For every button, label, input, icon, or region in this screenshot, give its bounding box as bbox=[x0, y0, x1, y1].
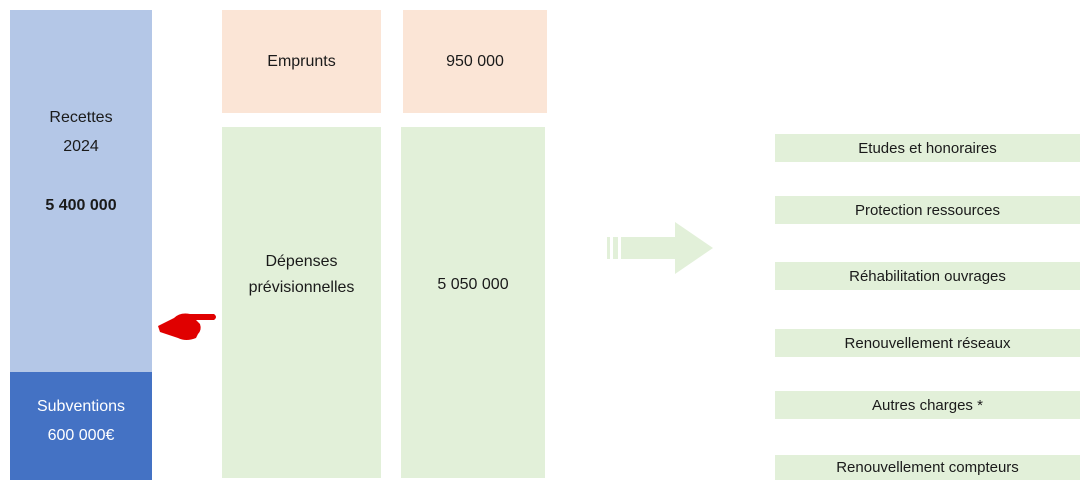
subventions-amount: 600 000€ bbox=[47, 427, 115, 444]
item: Réhabilitation ouvrages bbox=[775, 262, 1080, 290]
depenses-label-2: prévisionnelles bbox=[248, 279, 355, 296]
item: Renouvellement compteurs bbox=[775, 455, 1080, 480]
depenses-amount: 5 050 000 bbox=[437, 276, 509, 293]
emprunts-label: Emprunts bbox=[267, 53, 336, 70]
emprunts-amount: 950 000 bbox=[446, 53, 504, 70]
depenses-amount-box: 5 050 000 bbox=[401, 127, 545, 478]
depenses-box: Dépenses prévisionnelles bbox=[222, 127, 381, 478]
item: Autres charges * bbox=[775, 391, 1080, 419]
recettes-amount: 5 400 000 bbox=[45, 196, 117, 214]
pointing-hand bbox=[158, 313, 216, 340]
emprunts-amount-box: 950 000 bbox=[403, 10, 547, 113]
recettes-year: 2024 bbox=[63, 137, 99, 155]
item: Protection ressources bbox=[775, 196, 1080, 224]
subventions-label: Subventions bbox=[36, 398, 126, 415]
arrow bbox=[607, 222, 713, 274]
subventions-box: Subventions 600 000€ bbox=[10, 372, 152, 480]
recettes-label: Recettes bbox=[49, 108, 113, 126]
emprunts-box: Emprunts bbox=[222, 10, 381, 113]
item: Etudes et honoraires bbox=[775, 134, 1080, 162]
depenses-label-1: Dépenses bbox=[265, 253, 338, 270]
recettes-box: Recettes 2024 5 400 000 bbox=[10, 10, 152, 372]
item: Renouvellement réseaux bbox=[775, 329, 1080, 357]
